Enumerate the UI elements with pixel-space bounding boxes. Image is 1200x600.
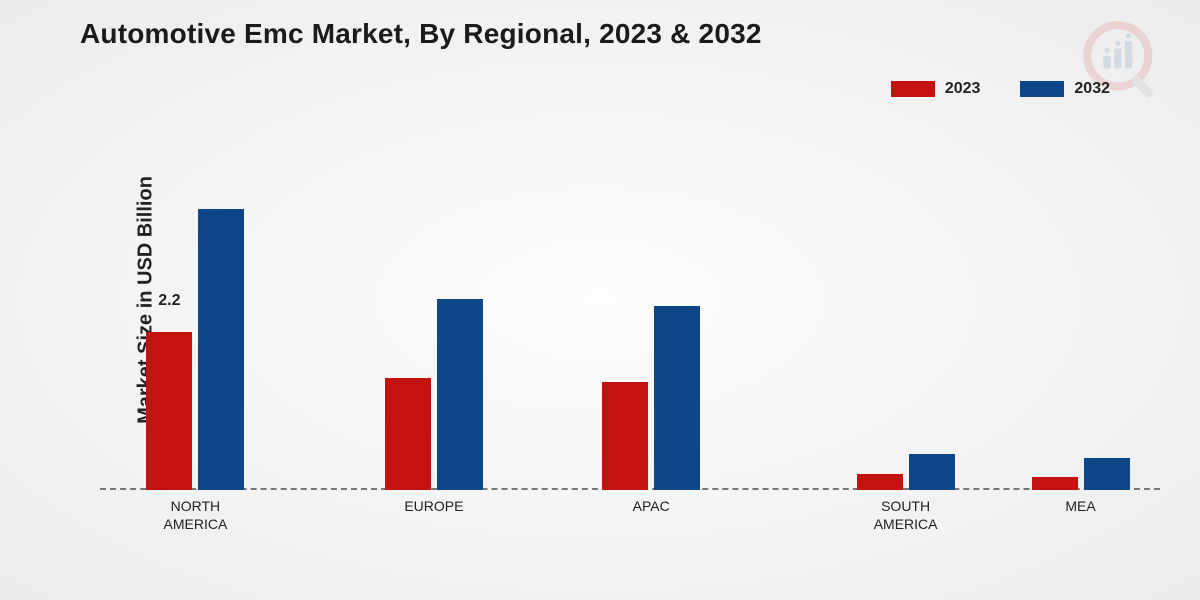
x-tick-label: APAC	[633, 498, 670, 516]
bar-group	[857, 454, 955, 490]
bar	[602, 382, 648, 490]
chart-container: Automotive Emc Market, By Regional, 2023…	[0, 0, 1200, 600]
legend-item-2032: 2032	[1020, 80, 1110, 98]
bar	[1084, 458, 1130, 490]
bar	[146, 332, 192, 490]
bar-group	[385, 299, 483, 490]
x-tick-label: SOUTH AMERICA	[874, 498, 938, 533]
legend: 2023 2032	[891, 80, 1110, 98]
bar-group	[602, 306, 700, 490]
plot-area: 2.2	[100, 130, 1160, 490]
bar-group: 2.2	[146, 209, 244, 490]
bar	[909, 454, 955, 490]
legend-label-2023: 2023	[945, 80, 981, 98]
bar	[385, 378, 431, 490]
bar	[857, 474, 903, 490]
legend-label-2032: 2032	[1074, 80, 1110, 98]
bar-group	[1032, 458, 1130, 490]
legend-swatch-2023	[891, 81, 935, 97]
bar	[1032, 477, 1078, 490]
bar	[654, 306, 700, 490]
legend-swatch-2032	[1020, 81, 1064, 97]
bar-value-label: 2.2	[158, 292, 180, 310]
x-axis-labels: NORTH AMERICA EUROPE APAC SOUTH AMERICA MEA	[100, 492, 1160, 542]
x-tick-label: NORTH AMERICA	[163, 498, 227, 533]
x-tick-label: MEA	[1065, 498, 1095, 516]
page-title: Automotive Emc Market, By Regional, 2023…	[80, 18, 762, 50]
bar	[437, 299, 483, 490]
legend-item-2023: 2023	[891, 80, 981, 98]
x-tick-label: EUROPE	[404, 498, 463, 516]
bar	[198, 209, 244, 490]
